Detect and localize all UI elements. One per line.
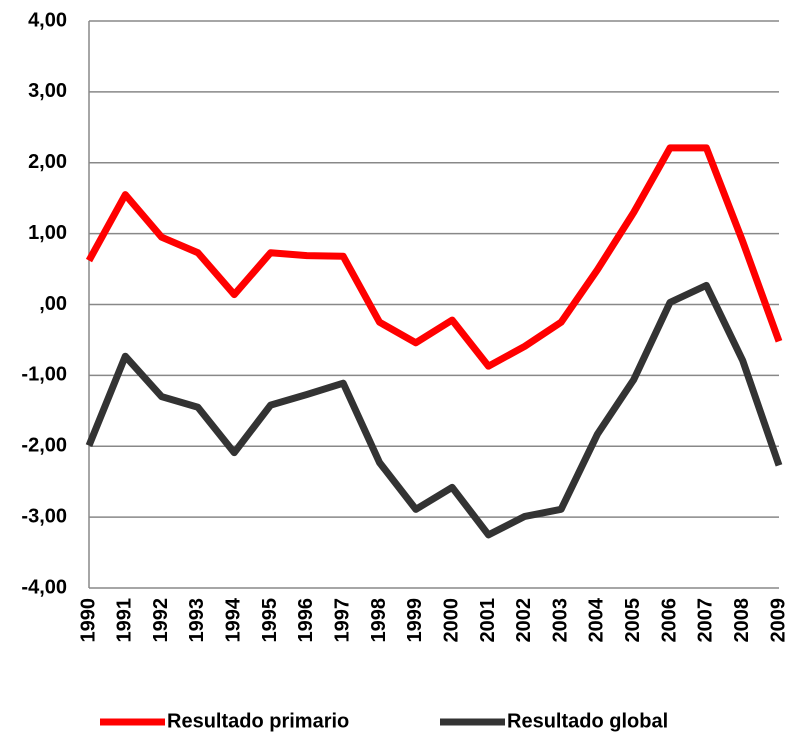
x-tick-label: 1999 [404,598,426,643]
x-tick-label: 2000 [440,598,462,643]
y-tick-label: -1,00 [21,364,67,386]
x-tick-label: 2004 [586,597,608,642]
y-tick-label: 1,00 [28,222,67,244]
x-tick-label: 2001 [477,598,499,643]
y-tick-label: ,00 [39,293,67,315]
x-tick-label: 2009 [767,598,789,643]
x-tick-label: 1996 [295,598,317,643]
y-tick-label: -3,00 [21,505,67,527]
x-tick-label: 1997 [331,598,353,643]
y-tick-label: -2,00 [21,435,67,457]
x-tick-label: 1990 [77,598,99,643]
x-tick-label: 2008 [731,598,753,643]
legend-label: Resultado global [507,710,668,732]
y-tick-label: 2,00 [28,151,67,173]
legend-label: Resultado primario [167,710,349,732]
x-tick-label: 1998 [368,598,390,643]
x-tick-label: 1994 [223,597,245,642]
x-tick-label: 1993 [186,598,208,643]
x-tick-label: 1995 [259,598,281,643]
x-tick-label: 1992 [150,598,172,643]
y-tick-label: -4,00 [21,576,67,598]
x-tick-label: 2002 [513,598,535,643]
y-tick-label: 4,00 [28,9,67,31]
x-tick-label: 2005 [622,598,644,643]
x-tick-label: 2006 [658,598,680,643]
x-tick-label: 2003 [549,598,571,643]
series-line [85,144,783,370]
y-tick-label: 3,00 [28,80,67,102]
x-tick-label: 1991 [114,598,136,643]
x-tick-label: 2007 [695,598,717,643]
series-line [85,281,783,539]
